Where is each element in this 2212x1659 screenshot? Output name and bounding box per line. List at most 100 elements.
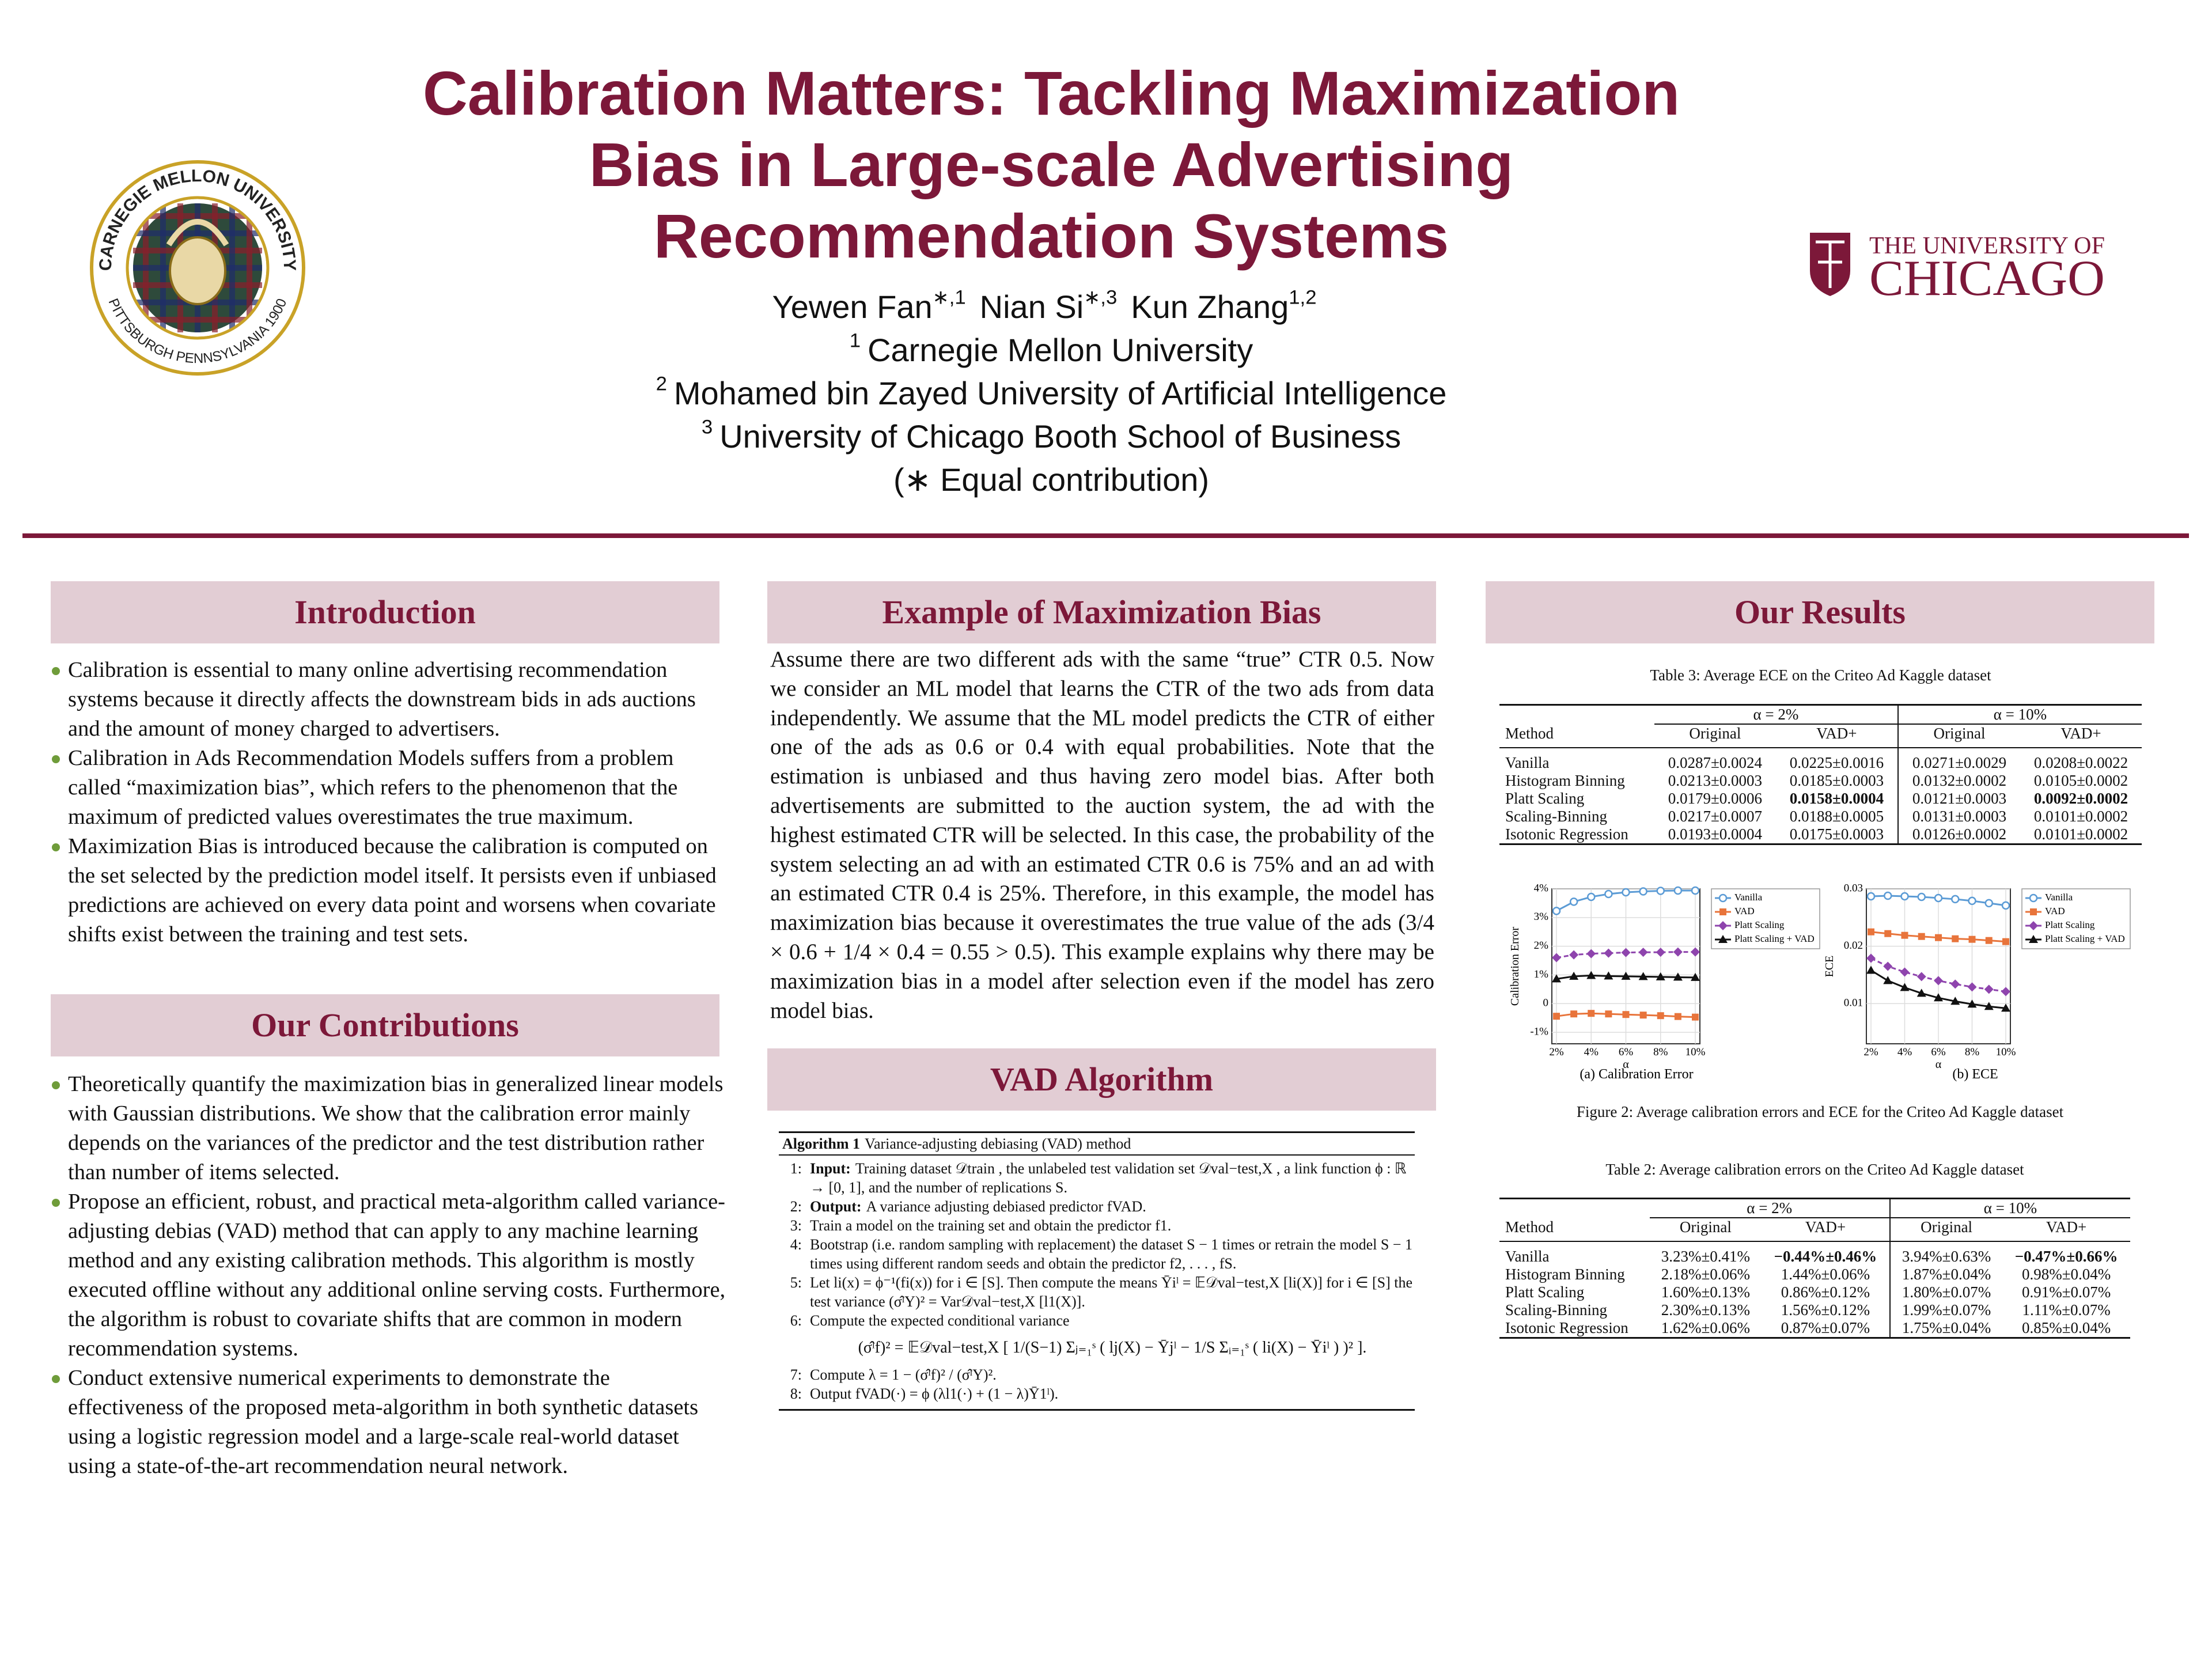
data-point [1884,891,1892,900]
data-point [1901,931,1908,939]
x-axis-title: α [1623,1058,1629,1071]
data-point [1656,948,1665,957]
step-text: Bootstrap (i.e. random sampling with rep… [810,1236,1412,1272]
y-axis-title: ECE [1823,956,1836,978]
data-point [1639,887,1647,896]
data-point [1588,1010,1595,1017]
data-point [1918,933,1925,940]
x-tick-label: 6% [1619,1046,1634,1058]
affiliation-text: Carnegie Mellon University [868,332,1253,368]
data-point [1916,972,1926,982]
data-point [1691,886,1700,895]
bullet-item: Conduct extensive numerical experiments … [51,1363,728,1481]
table-cell: 0.0188±0.0005 [1789,808,1884,825]
bullet-dot [52,667,60,675]
data-point [1900,967,1910,977]
author-block: Yewen Fan∗,1 Nian Si∗,3 Kun Zhang1,2 1 Carne… [0,285,2103,501]
table-cell: 0.91%±0.07% [2022,1283,2111,1301]
table-cell: Vanilla [1505,754,1550,771]
column-header: Original [1889,1218,2003,1242]
legend-marker [2029,935,2038,943]
step-text: Let li(x) = ϕ⁻¹(fi(x)) for i ∈ [S]. Then… [810,1274,1413,1310]
results-table: α = 2% α = 10% Method Original VAD+ Original V… [1499,1198,2130,1339]
data-point [1868,928,1874,935]
column-header: Original [1654,724,1776,748]
x-tick-label: 8% [1965,1046,1980,1058]
table-caption: Table 2: Average calibration errors on t… [1605,1161,2024,1178]
chart-caption: (b) ECE [1952,1067,1998,1082]
data-point [1657,1012,1664,1020]
table-cell: 0.0208±0.0022 [2033,754,2128,771]
group-header: α = 2% [1654,704,1898,725]
table-cell: 0.0271±0.0029 [1897,748,2021,772]
table-cell: 0.0101±0.0002 [2033,808,2128,825]
table-cell: 0.0185±0.0003 [1789,772,1884,789]
algorithm-step: 2: Output: A variance adjusting debiased p… [782,1197,1415,1216]
legend-marker [1718,935,1728,943]
legend-label: Platt Scaling [2045,919,2095,930]
bullet-dot [52,843,60,851]
table-cell: 0.98%±0.04% [2022,1266,2111,1283]
table-row: Histogram Binning 2.18%±0.06% 1.44%±0.06% 1… [1499,1266,2130,1283]
column-header: VAD+ [2020,724,2142,748]
algorithm-steps: 1: Input: Training dataset 𝒟train , the un… [779,1156,1415,1409]
bullet-text: Calibration in Ads Recommendation Models… [68,746,678,829]
data-point [1984,984,1994,994]
data-point [1673,886,1683,895]
bullet-text: Theoretically quantify the maximization … [68,1072,724,1184]
thistle [169,236,226,305]
data-point [1621,971,1631,980]
table-cell: 0.0175±0.0003 [1789,825,1884,843]
data-point [1570,1010,1578,1018]
x-tick-label: 6% [1931,1046,1946,1058]
author-sup: 1,2 [1289,286,1317,309]
table-cell: 0.0217±0.0007 [1668,808,1763,825]
cmu-seal-ring2 [126,196,270,340]
data-point [1586,971,1596,979]
table-cell: 0.0158±0.0004 [1789,790,1884,807]
data-point [1952,935,1959,942]
data-point [1622,888,1630,897]
step-number: 5: [790,1274,802,1291]
data-point [1692,1013,1699,1021]
step-text: Train a model on the training set and ob… [810,1217,1172,1234]
step-number: 8: [790,1385,802,1402]
column-header: VAD+ [2002,1218,2130,1242]
data-point [1900,892,1909,901]
data-point [1553,1013,1560,1020]
data-point [1552,907,1561,915]
tartan-mask [96,166,299,369]
table-cell: 0.86%±0.12% [1781,1283,1870,1301]
table-cell: 3.23%±0.41% [1661,1248,1751,1265]
table-caption: Table 3: Average ECE on the Criteo Ad Ka… [1650,666,1991,684]
table-cell: 1.62%±0.06% [1661,1319,1751,1336]
column-header: Method [1499,1218,1650,1242]
bullet-list: Theoretically quantify the maximization … [51,1070,728,1481]
data-point [1639,1012,1647,1019]
algorithm-step: 7: Compute λ = 1 − (σ̂ˡf)² / (σ̂ˡY)². [782,1365,1415,1384]
x-tick-label: 2% [1549,1046,1564,1058]
y-tick-label: 2% [1534,940,1549,952]
step-text: Training dataset 𝒟train , the unlabeled … [810,1160,1407,1196]
table-cell: 0.0105±0.0002 [2033,772,2128,789]
y-tick-label: 0 [1543,997,1549,1009]
x-tick-label: 2% [1863,1046,1878,1058]
data-point [2002,938,2009,945]
x-tick-label: 4% [1584,1046,1599,1058]
figure-caption: Figure 2: Average calibration errors and… [1576,1103,2064,1120]
legend-label: Vanilla [2045,892,2073,903]
table-row: Histogram Binning 0.0213±0.0003 0.0185±0.0… [1499,772,2142,790]
group-header: α = 10% [1889,1198,2130,1218]
data-point [1691,947,1700,957]
data-point [1935,934,1942,941]
step-label: Output: [810,1198,862,1215]
bullet-item: Theoretically quantify the maximization … [51,1070,728,1187]
step-number: 7: [790,1366,802,1383]
legend-label: VAD [1734,906,1755,916]
y-tick-label: 4% [1534,882,1549,894]
table-row: Vanilla 0.0287±0.0024 0.0225±0.0016 0.0271±… [1499,748,2142,772]
table-cell: 0.0213±0.0003 [1668,772,1763,789]
table-cell: −0.47%±0.66% [2014,1248,2118,1265]
algorithm-title: Algorithm 1 Variance-adjusting debiasing … [779,1133,1415,1156]
data-point [1984,899,1993,908]
